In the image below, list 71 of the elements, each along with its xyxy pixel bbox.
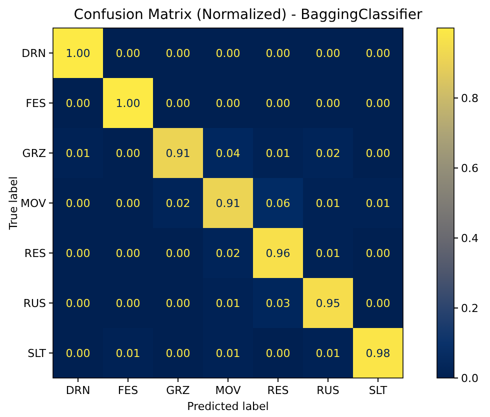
data-label: 0.00: [116, 146, 140, 160]
data-label: 0.01: [66, 146, 90, 160]
data-label: 0.00: [66, 246, 90, 260]
y-tick-label: GRZ: [22, 146, 46, 160]
data-label: 0.00: [66, 296, 90, 310]
data-label: 0.03: [266, 296, 290, 310]
data-label: 0.98: [366, 346, 390, 360]
data-label: 0.00: [166, 246, 190, 260]
data-label: 0.00: [66, 196, 90, 210]
y-tick-label: DRN: [22, 46, 46, 60]
color-bar-label: 0.4: [461, 232, 478, 245]
data-label: 0.01: [266, 146, 290, 160]
data-label: 0.06: [266, 196, 290, 210]
data-label: 0.00: [66, 346, 90, 360]
data-label: 0.00: [316, 96, 340, 110]
data-label: 0.00: [166, 46, 190, 60]
data-label: 0.91: [216, 196, 240, 210]
data-label: 0.95: [316, 296, 340, 310]
data-label: 0.00: [166, 96, 190, 110]
data-label: 0.00: [116, 196, 140, 210]
data-label: 0.02: [166, 196, 190, 210]
data-label: 0.01: [216, 296, 240, 310]
data-label: 0.01: [366, 196, 390, 210]
x-tick-label: GRZ: [166, 384, 190, 397]
y-tick-label: FES: [26, 96, 46, 110]
data-label: 0.00: [166, 296, 190, 310]
data-label: 0.00: [266, 346, 290, 360]
data-label: 0.00: [366, 146, 390, 160]
y-tick-label: RES: [24, 246, 46, 260]
data-label: 0.01: [316, 196, 340, 210]
data-label: 0.00: [366, 46, 390, 60]
data-label: 0.00: [266, 96, 290, 110]
x-tick-label: MOV: [215, 384, 242, 397]
data-label: 0.91: [166, 146, 190, 160]
data-label: 0.96: [266, 246, 290, 260]
data-label: 0.01: [316, 346, 340, 360]
x-tick-label: RUS: [316, 384, 340, 397]
data-label: 0.00: [166, 346, 190, 360]
color-bar-label: 0.8: [461, 92, 478, 105]
color-bar-label: 0.0: [461, 372, 478, 385]
x-tick-label: SLT: [368, 384, 388, 397]
y-tick-label: RUS: [23, 296, 46, 310]
x-axis-title: Predicted label: [187, 400, 269, 413]
color-bar-label: 0.6: [461, 162, 478, 175]
chart-title: Confusion Matrix (Normalized) - BaggingClassifier: [74, 7, 422, 23]
data-label: 0.02: [316, 146, 340, 160]
data-label: 0.01: [216, 346, 240, 360]
y-axis-title: True label: [7, 176, 20, 231]
data-label: 0.01: [116, 346, 140, 360]
data-label: 0.00: [316, 46, 340, 60]
data-label: 0.00: [66, 96, 90, 110]
data-label: 0.00: [366, 296, 390, 310]
x-tick-label: DRN: [66, 384, 90, 397]
color-bar-label: 0.2: [461, 302, 478, 315]
data-label: 0.00: [216, 46, 240, 60]
data-label: 0.04: [216, 146, 240, 160]
data-label: 0.01: [316, 246, 340, 260]
data-label: 0.00: [216, 96, 240, 110]
data-label: 0.00: [116, 246, 140, 260]
data-label: 0.02: [216, 246, 240, 260]
data-label: 0.00: [116, 46, 140, 60]
x-tick-label: RES: [267, 384, 289, 397]
data-label: 1.00: [66, 46, 90, 60]
data-label: 0.00: [266, 46, 290, 60]
data-label: 0.00: [366, 96, 390, 110]
y-tick-label: SLT: [28, 346, 46, 360]
x-tick-label: FES: [118, 384, 138, 397]
data-label: 1.00: [116, 96, 140, 110]
y-tick-label: MOV: [20, 196, 46, 210]
data-label: 0.00: [366, 246, 390, 260]
data-label: 0.00: [116, 296, 140, 310]
